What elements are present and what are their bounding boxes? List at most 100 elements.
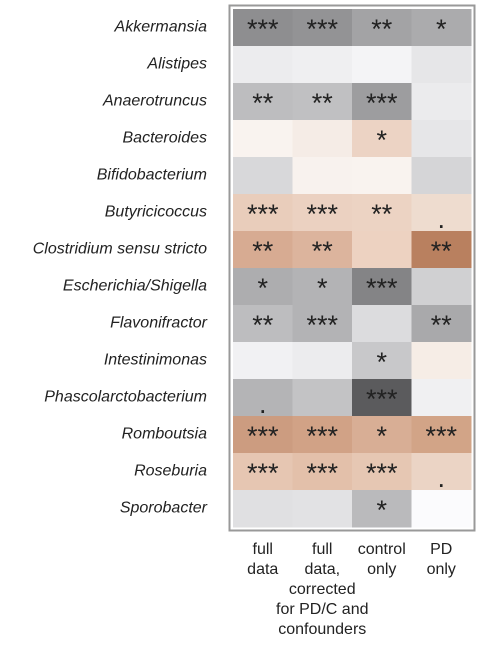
cell bbox=[352, 305, 412, 343]
significance-stars: * bbox=[376, 125, 387, 155]
significance-stars: *** bbox=[247, 458, 279, 488]
cell bbox=[292, 416, 353, 454]
row-label: Roseburia bbox=[134, 463, 207, 480]
significance-stars: ** bbox=[371, 199, 393, 229]
cell bbox=[411, 9, 472, 47]
cell bbox=[411, 157, 472, 195]
significance-stars: ** bbox=[431, 310, 453, 340]
column-label: only bbox=[427, 561, 456, 578]
column-label: only bbox=[367, 561, 396, 578]
cell bbox=[233, 231, 293, 269]
cell bbox=[411, 342, 472, 380]
cell bbox=[233, 490, 293, 528]
significance-stars: *** bbox=[425, 421, 457, 451]
trend-mark: . bbox=[437, 204, 445, 234]
significance-stars: *** bbox=[306, 310, 338, 340]
row-label: Anaerotruncus bbox=[102, 93, 207, 110]
cell bbox=[352, 157, 412, 195]
heatmap-frame bbox=[228, 4, 476, 532]
significance-stars: *** bbox=[247, 421, 279, 451]
cell bbox=[292, 157, 353, 195]
cell bbox=[352, 268, 412, 306]
significance-stars: *** bbox=[247, 199, 279, 229]
significance-stars: * bbox=[376, 347, 387, 377]
significance-stars: ** bbox=[252, 310, 274, 340]
significance-stars: ** bbox=[312, 236, 334, 266]
significance-stars: ** bbox=[371, 14, 393, 44]
column-label: confounders bbox=[278, 621, 366, 638]
significance-stars: ** bbox=[252, 236, 274, 266]
row-label: Clostridium sensu stricto bbox=[33, 241, 207, 258]
cell bbox=[352, 342, 412, 380]
column-label: full bbox=[312, 541, 332, 558]
cell bbox=[411, 83, 472, 121]
cell bbox=[411, 120, 472, 158]
row-label: Sporobacter bbox=[120, 500, 208, 517]
cell bbox=[352, 453, 412, 491]
cell bbox=[233, 379, 293, 417]
cell bbox=[352, 416, 412, 454]
cell bbox=[352, 231, 412, 269]
significance-stars: * bbox=[257, 273, 268, 303]
column-label: data, bbox=[304, 561, 340, 578]
column-label: control bbox=[358, 541, 406, 558]
significance-stars: *** bbox=[366, 273, 398, 303]
cell bbox=[352, 83, 412, 121]
row-label: Bifidobacterium bbox=[97, 167, 207, 184]
cell bbox=[292, 9, 353, 47]
significance-stars: *** bbox=[306, 421, 338, 451]
cell bbox=[292, 342, 353, 380]
cell bbox=[233, 305, 293, 343]
cell bbox=[352, 120, 412, 158]
cell bbox=[411, 194, 472, 232]
cell bbox=[411, 305, 472, 343]
cell bbox=[233, 194, 293, 232]
significance-stars: *** bbox=[306, 458, 338, 488]
trend-mark: . bbox=[259, 389, 267, 419]
significance-stars: * bbox=[376, 495, 387, 525]
row-label: Phascolarctobacterium bbox=[44, 389, 207, 406]
row-label: Intestinimonas bbox=[104, 352, 207, 369]
cell bbox=[233, 120, 293, 158]
significance-stars: ** bbox=[312, 88, 334, 118]
row-label: Romboutsia bbox=[122, 426, 207, 443]
row-label: Escherichia/Shigella bbox=[63, 278, 207, 295]
cell bbox=[233, 83, 293, 121]
significance-stars: *** bbox=[306, 14, 338, 44]
cell bbox=[233, 9, 293, 47]
cell bbox=[233, 268, 293, 306]
row-label: Akkermansia bbox=[114, 19, 208, 36]
significance-stars: *** bbox=[366, 384, 398, 414]
cell bbox=[411, 268, 472, 306]
row-label: Alistipes bbox=[146, 56, 207, 73]
significance-stars: ** bbox=[252, 88, 274, 118]
cell bbox=[292, 453, 353, 491]
cell bbox=[292, 231, 353, 269]
cell bbox=[292, 46, 353, 84]
cell bbox=[411, 416, 472, 454]
cell bbox=[411, 46, 472, 84]
row-label: Flavonifractor bbox=[110, 315, 208, 332]
trend-mark: . bbox=[437, 463, 445, 493]
column-label: for PD/C and bbox=[276, 601, 368, 618]
column-label: data bbox=[247, 561, 278, 578]
significance-stars: ** bbox=[431, 236, 453, 266]
cell bbox=[352, 9, 412, 47]
cell bbox=[233, 46, 293, 84]
cell bbox=[352, 490, 412, 528]
cell bbox=[352, 379, 412, 417]
cell bbox=[411, 490, 472, 528]
cell bbox=[292, 268, 353, 306]
cell bbox=[352, 46, 412, 84]
significance-stars: *** bbox=[247, 14, 279, 44]
row-label: Butyricicoccus bbox=[105, 204, 207, 221]
cell bbox=[292, 305, 353, 343]
column-label: PD bbox=[430, 541, 452, 558]
cell bbox=[411, 379, 472, 417]
cell bbox=[292, 120, 353, 158]
cell bbox=[411, 231, 472, 269]
cell bbox=[411, 453, 472, 491]
cell bbox=[292, 490, 353, 528]
cell bbox=[292, 379, 353, 417]
